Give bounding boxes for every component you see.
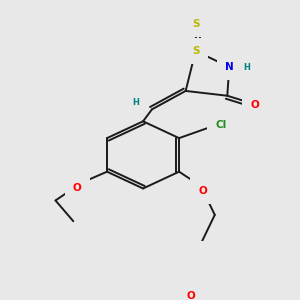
Text: O: O xyxy=(73,183,82,193)
Text: S: S xyxy=(192,19,199,29)
Text: O: O xyxy=(187,291,195,300)
Text: H: H xyxy=(133,98,140,107)
Text: N: N xyxy=(225,62,234,72)
Text: Cl: Cl xyxy=(215,120,226,130)
Text: O: O xyxy=(250,100,260,110)
Text: O: O xyxy=(199,186,207,196)
Text: H: H xyxy=(243,63,250,72)
Text: S: S xyxy=(192,46,199,56)
